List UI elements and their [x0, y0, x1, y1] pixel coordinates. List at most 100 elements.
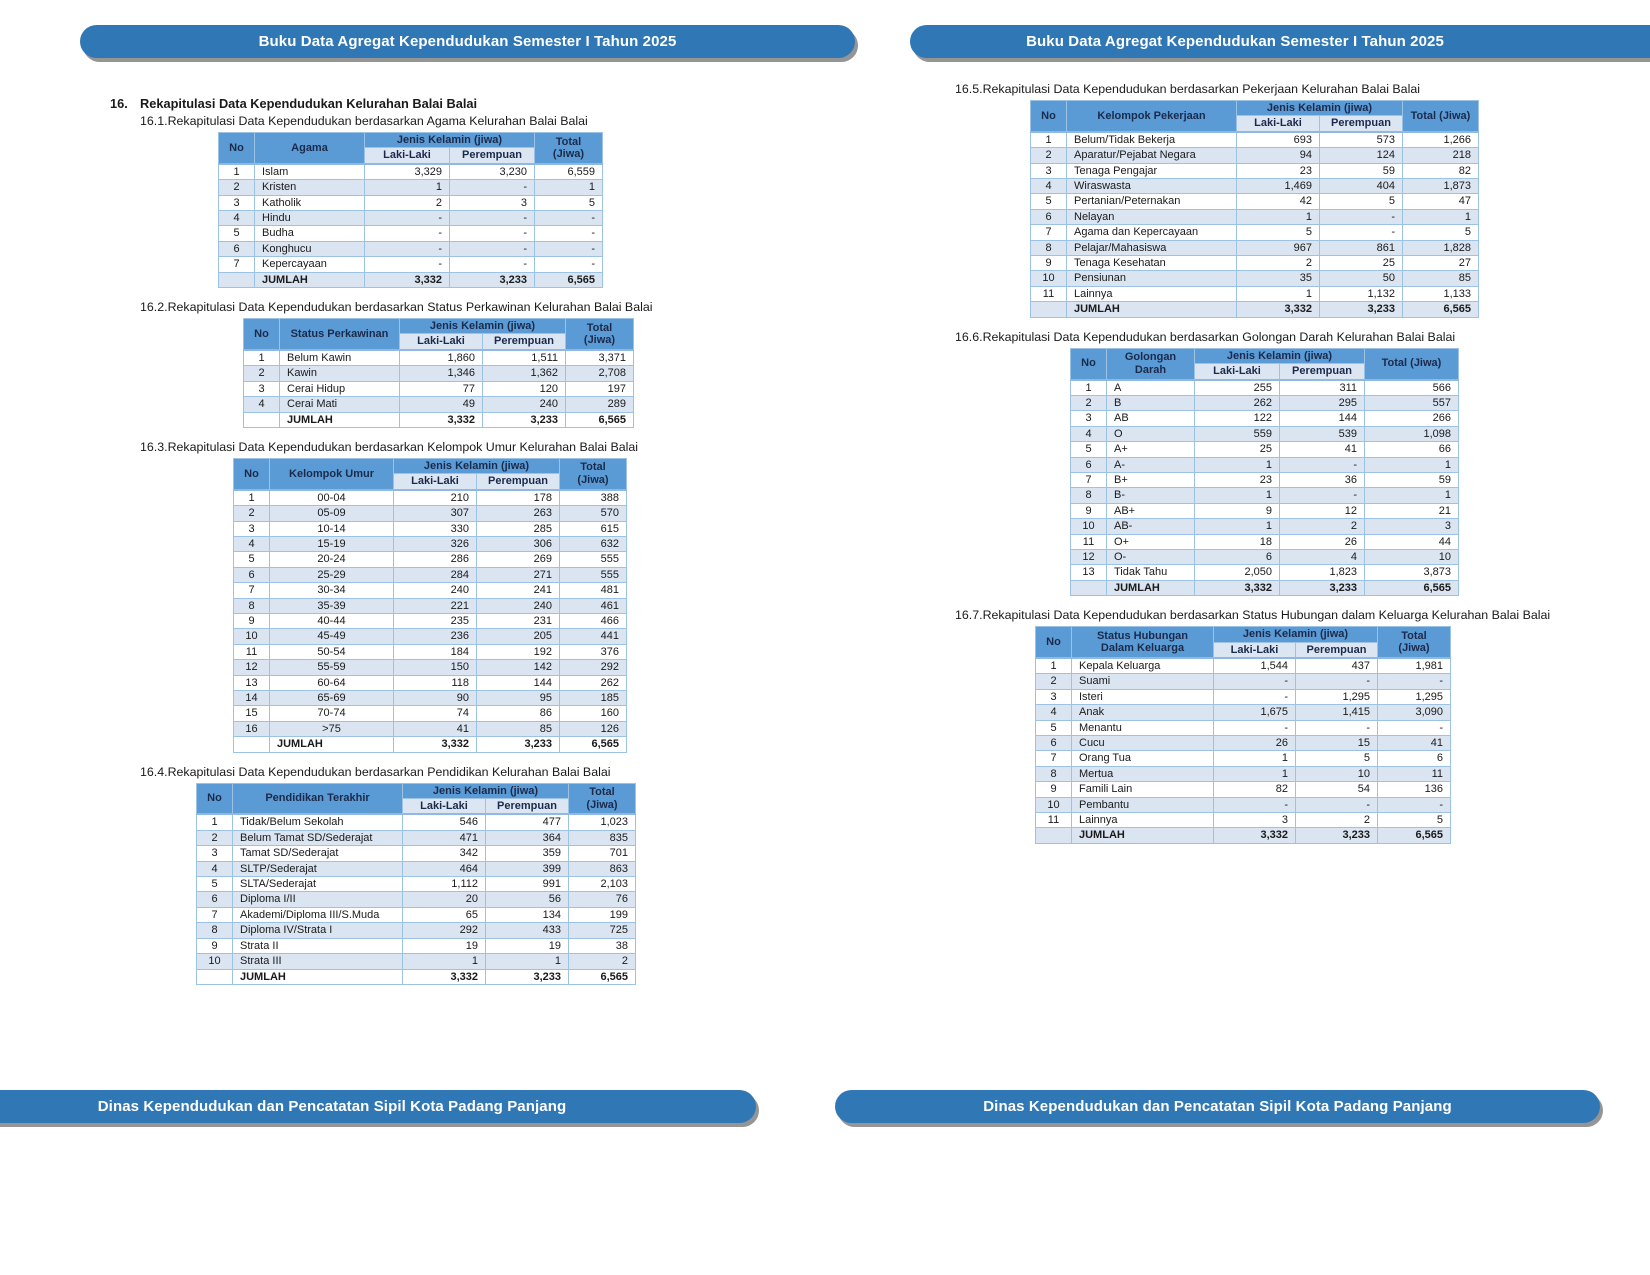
- table-row: 1 00-04 210 178 388: [233, 489, 627, 507]
- table-row: 13 60-64 118 144 262: [233, 674, 627, 692]
- table-row: 2 Kristen 1-1: [218, 179, 603, 196]
- cell-no: 6: [1030, 208, 1067, 226]
- cell-total-label: JUMLAH: [1071, 827, 1214, 844]
- cell-male-value: -: [364, 225, 450, 242]
- table-subheader-row: Laki-Laki Perempuan: [1071, 363, 1459, 380]
- table-section-golongan-darah: 16.6. Rekapitulasi Data Kependudukan ber…: [925, 330, 1605, 597]
- table-row: 4 Wiraswasta 1,469 404 1,873: [1030, 178, 1479, 195]
- table-row: 6 Cucu 26 15 41: [1035, 735, 1451, 752]
- cell-male-value: 559: [1194, 425, 1280, 443]
- subsection-number: 16.6.: [955, 329, 983, 344]
- cell-male-value: 23: [1194, 471, 1280, 489]
- cell-total-value: 2,103: [568, 876, 636, 893]
- cell-male-value: 1: [1236, 208, 1320, 226]
- table-row: 1 Tidak/Belum Sekolah 546 477 1,023: [196, 813, 636, 831]
- cell-no: 10: [1035, 796, 1072, 814]
- table-header-row: No Pendidikan Terakhir Jenis Kelamin (jiwa…: [196, 782, 636, 815]
- subsection-number: 16.3.: [140, 439, 168, 454]
- cell-male-value: 1,544: [1213, 657, 1296, 675]
- cell-total-value: 461: [559, 597, 627, 614]
- cell-category: Lainnya: [1066, 285, 1237, 303]
- cell-category: 25-29: [269, 566, 394, 584]
- cell-total-value: 21: [1364, 502, 1459, 520]
- cell-female-value: 2: [1279, 518, 1365, 535]
- cell-category: B: [1106, 394, 1195, 412]
- cell-no: 6: [1070, 456, 1107, 473]
- cell-female-value: 285: [476, 520, 560, 537]
- cell-total-value: 6,559: [534, 163, 603, 181]
- table-row: 5 A+ 25 41 66: [1070, 441, 1459, 458]
- subsection-number: 16.2.: [140, 300, 168, 315]
- cell-category: Strata II: [232, 937, 403, 955]
- subsection-title: Rekapitulasi Data Kependudukan berdasark…: [982, 608, 1551, 623]
- cell-female-value: 124: [1319, 147, 1403, 164]
- cell-total-value: 38: [568, 937, 636, 955]
- cell-female-value: -: [1295, 673, 1378, 690]
- cell-no: 1: [1035, 657, 1072, 675]
- cell-category: A+: [1106, 441, 1195, 458]
- cell-male-value: 262: [1194, 394, 1280, 412]
- cell-category: Aparatur/Pejabat Negara: [1066, 147, 1237, 164]
- cell-no: [1070, 579, 1107, 597]
- subsection-heading: 16.2. Rekapitulasi Data Kependudukan ber…: [140, 300, 790, 315]
- cell-female-value: 120: [482, 380, 566, 398]
- cell-female-value: -: [1279, 456, 1365, 473]
- cell-total-value: -: [534, 240, 603, 258]
- cell-female-value: 1,132: [1319, 285, 1403, 303]
- col-header-no: No: [196, 782, 233, 815]
- cell-category: Anak: [1071, 704, 1214, 721]
- table-row: 9 Tenaga Kesehatan 2 25 27: [1030, 255, 1479, 272]
- table-row: 5 Pertanian/Peternakan 42 5 47: [1030, 193, 1479, 210]
- cell-total-value: 555: [559, 566, 627, 584]
- cell-no: 5: [1070, 441, 1107, 458]
- table-row: 1 Belum Kawin 1,860 1,511 3,371: [243, 349, 634, 367]
- col-header-category: Status Perkawinan: [279, 318, 400, 351]
- cell-total-value: 197: [565, 380, 634, 398]
- cell-male-value: 546: [402, 813, 486, 831]
- cell-category: 60-64: [269, 674, 394, 692]
- table-section-kelompok-umur: 16.3. Rekapitulasi Data Kependudukan ber…: [110, 440, 790, 753]
- cell-category: AB+: [1106, 502, 1195, 520]
- col-header-no: No: [1030, 99, 1067, 133]
- cell-male-total: 3,332: [393, 736, 477, 753]
- cell-female-value: 19: [485, 937, 569, 955]
- right-page-column: 16.5. Rekapitulasi Data Kependudukan ber…: [925, 82, 1605, 856]
- cell-male-value: 3,329: [364, 163, 450, 181]
- cell-category: A: [1106, 379, 1195, 396]
- cell-no: 11: [1035, 812, 1072, 829]
- cell-no: 8: [1030, 239, 1067, 257]
- cell-category: Tenaga Kesehatan: [1066, 255, 1237, 272]
- col-header-total: Total (Jiwa): [565, 318, 634, 351]
- cell-category: Cerai Hidup: [279, 380, 400, 398]
- table-row: 11 Lainnya 3 2 5: [1035, 812, 1451, 829]
- page-footer-banner-left: Dinas Kependudukan dan Pencatatan Sipil …: [0, 1090, 756, 1123]
- table-row: 11 O+ 18 26 44: [1070, 533, 1459, 550]
- cell-no: 3: [218, 194, 255, 212]
- cell-male-value: 1: [402, 953, 486, 970]
- table-row: 4 Cerai Mati 49 240 289: [243, 396, 634, 413]
- table-section-pekerjaan: 16.5. Rekapitulasi Data Kependudukan ber…: [925, 82, 1605, 318]
- table-row: 1 Kepala Keluarga 1,544 437 1,981: [1035, 657, 1451, 675]
- table-row: 10 Strata III 1 1 2: [196, 953, 636, 970]
- table-total-row: JUMLAH 3,332 3,233 6,565: [1030, 301, 1479, 318]
- table-row: 11 Lainnya 1 1,132 1,133: [1030, 285, 1479, 303]
- cell-no: 3: [196, 845, 233, 862]
- cell-male-value: 82: [1213, 781, 1296, 798]
- table-row: 6 Nelayan 1-1: [1030, 208, 1479, 226]
- cell-male-value: 150: [393, 659, 477, 676]
- cell-no: 6: [196, 891, 233, 908]
- col-header-no: No: [243, 318, 280, 351]
- cell-no: 9: [1030, 255, 1067, 272]
- cell-female-value: 861: [1319, 239, 1403, 257]
- cell-no: 16: [233, 720, 270, 738]
- cell-female-value: 142: [476, 659, 560, 676]
- table-row: 7 Akademi/Diploma III/S.Muda 65 134 199: [196, 906, 636, 924]
- cell-total-value: 1,828: [1402, 239, 1479, 257]
- table-row: 2 Kawin 1,346 1,362 2,708: [243, 365, 634, 382]
- cell-category: Tamat SD/Sederajat: [232, 845, 403, 862]
- cell-category: Cerai Mati: [279, 396, 400, 413]
- cell-no: 3: [243, 380, 280, 398]
- cell-female-value: 134: [485, 906, 569, 924]
- table-header-row: No Golongan Darah Jenis Kelamin (jiwa) Tota…: [1070, 347, 1459, 381]
- col-header-gender-group: Jenis Kelamin (jiwa): [399, 318, 566, 335]
